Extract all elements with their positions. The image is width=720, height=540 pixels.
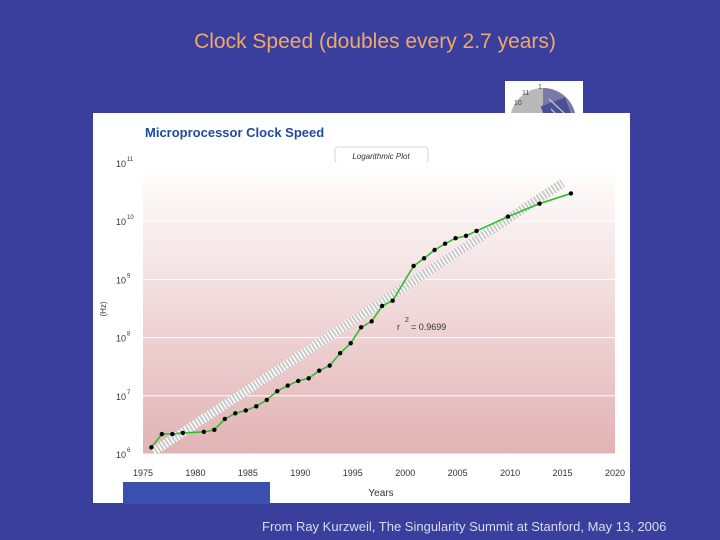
y-tick-exponent: 9 bbox=[127, 273, 131, 279]
y-tick-exponent: 7 bbox=[127, 390, 131, 396]
data-point bbox=[369, 319, 374, 324]
x-tick-label: 2020 bbox=[605, 468, 625, 478]
data-point bbox=[296, 378, 301, 384]
data-point bbox=[505, 214, 511, 219]
x-tick-label: 1980 bbox=[185, 468, 205, 478]
chart-title: Microprocessor Clock Speed bbox=[145, 125, 324, 140]
data-point bbox=[222, 416, 228, 422]
x-tick-label: 2005 bbox=[448, 468, 468, 478]
trend-hatch bbox=[151, 179, 566, 456]
r-exponent: 2 bbox=[405, 317, 409, 324]
data-point bbox=[306, 376, 311, 381]
slide-title: Clock Speed (doubles every 2.7 years) bbox=[194, 30, 556, 53]
data-point bbox=[463, 233, 469, 239]
data-point bbox=[348, 341, 353, 346]
chart-subtitle: Logarithmic Plot bbox=[352, 152, 410, 161]
y-tick-exponent: 10 bbox=[127, 215, 134, 221]
blue-placeholder-box bbox=[123, 482, 270, 504]
credit-line: From Ray Kurzweil, The Singularity Summi… bbox=[262, 519, 667, 534]
clock-number: 1 bbox=[538, 84, 542, 91]
clock-number: 11 bbox=[522, 90, 529, 97]
data-point bbox=[379, 303, 385, 309]
x-tick-label: 1990 bbox=[290, 468, 310, 478]
clock-number: 10 bbox=[514, 100, 522, 107]
x-tick-label: 1995 bbox=[343, 468, 363, 478]
r-label: r bbox=[397, 322, 400, 332]
data-point bbox=[159, 431, 165, 437]
y-tick-label: 10 bbox=[116, 217, 126, 227]
data-point bbox=[170, 431, 175, 437]
y-tick-label: 10 bbox=[116, 334, 126, 344]
y-tick-exponent: 8 bbox=[127, 332, 131, 338]
data-point bbox=[432, 247, 437, 253]
x-tick-label: 1975 bbox=[133, 468, 153, 478]
data-point bbox=[474, 228, 479, 234]
x-tick-label: 1985 bbox=[238, 468, 258, 478]
data-point bbox=[254, 404, 259, 409]
data-point bbox=[180, 430, 186, 436]
data-point bbox=[233, 411, 238, 416]
y-tick-label: 10 bbox=[116, 159, 126, 169]
data-point bbox=[243, 408, 248, 413]
y-tick-label: 10 bbox=[116, 392, 126, 402]
data-point bbox=[537, 201, 542, 206]
r-squared-annotation: r 2 = 0.9699 bbox=[397, 317, 446, 332]
data-point bbox=[264, 397, 269, 403]
data-point bbox=[568, 191, 574, 196]
y-tick-exponent: 11 bbox=[127, 157, 134, 163]
x-tick-label: 2010 bbox=[500, 468, 520, 478]
data-point bbox=[149, 445, 154, 450]
data-point bbox=[275, 388, 280, 394]
data-point bbox=[390, 298, 395, 303]
data-point bbox=[442, 241, 448, 246]
y-tick-label: 10 bbox=[116, 450, 126, 460]
x-axis-label: Years bbox=[368, 488, 393, 499]
data-point bbox=[358, 325, 364, 330]
y-axis-label: (Hz) bbox=[99, 301, 108, 316]
data-point bbox=[285, 383, 290, 388]
x-tick-label: 2000 bbox=[395, 468, 415, 478]
data-point bbox=[453, 236, 458, 241]
data-point bbox=[421, 256, 427, 261]
data-point bbox=[327, 363, 332, 368]
data-point bbox=[212, 427, 217, 433]
data-point bbox=[317, 368, 322, 373]
y-tick-exponent: 6 bbox=[127, 448, 131, 454]
x-tick-label: 2015 bbox=[553, 468, 573, 478]
y-tick-label: 10 bbox=[116, 275, 126, 285]
data-point bbox=[411, 263, 416, 269]
data-point bbox=[201, 429, 207, 435]
data-point bbox=[337, 350, 343, 356]
r-value: = 0.9699 bbox=[411, 322, 446, 332]
